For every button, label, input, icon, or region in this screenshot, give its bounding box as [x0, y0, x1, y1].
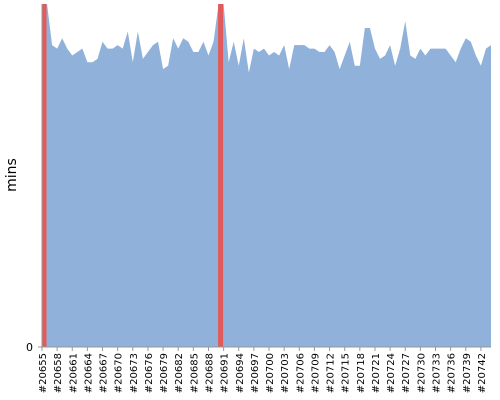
x-tick-label: #20694 — [235, 353, 246, 393]
y-axis-label: mins — [4, 158, 20, 192]
x-tick-label: #20742 — [477, 353, 488, 393]
y-tick-label: 0 — [26, 341, 33, 354]
x-tick-label: #20655 — [38, 353, 49, 393]
bar — [218, 4, 224, 347]
x-tick-label: #20661 — [68, 353, 79, 393]
x-tick-label: #20667 — [99, 353, 110, 393]
x-tick-label: #20730 — [416, 353, 427, 393]
x-tick-label: #20676 — [144, 353, 155, 393]
x-tick-label: #20721 — [371, 353, 382, 393]
x-tick-label: #20664 — [83, 353, 94, 393]
x-tick-label: #20739 — [462, 353, 473, 393]
x-tick-label: #20712 — [326, 353, 337, 393]
x-tick-label: #20685 — [189, 353, 200, 393]
area — [42, 4, 491, 347]
x-tick-label: #20703 — [280, 353, 291, 393]
x-tick-label: #20697 — [250, 353, 261, 393]
x-tick-label: #20682 — [174, 353, 185, 393]
x-tick-label: #20658 — [53, 353, 64, 393]
x-tick-label: #20673 — [129, 353, 140, 393]
x-tick-label: #20724 — [386, 353, 397, 393]
x-tick-label: #20679 — [159, 353, 170, 393]
x-tick-label: #20706 — [295, 353, 306, 393]
x-tick-label: #20736 — [447, 353, 458, 393]
bar — [41, 4, 47, 347]
x-tick-label: #20715 — [341, 353, 352, 393]
x-tick-label: #20733 — [432, 353, 443, 393]
x-tick-label: #20727 — [401, 353, 412, 393]
x-tick-label: #20718 — [356, 353, 367, 393]
x-tick-label: #20709 — [310, 353, 321, 393]
x-tick-label: #20691 — [220, 353, 231, 393]
x-tick-label: #20670 — [114, 353, 125, 393]
x-tick-label: #20700 — [265, 353, 276, 393]
x-tick-label: #20688 — [204, 353, 215, 393]
